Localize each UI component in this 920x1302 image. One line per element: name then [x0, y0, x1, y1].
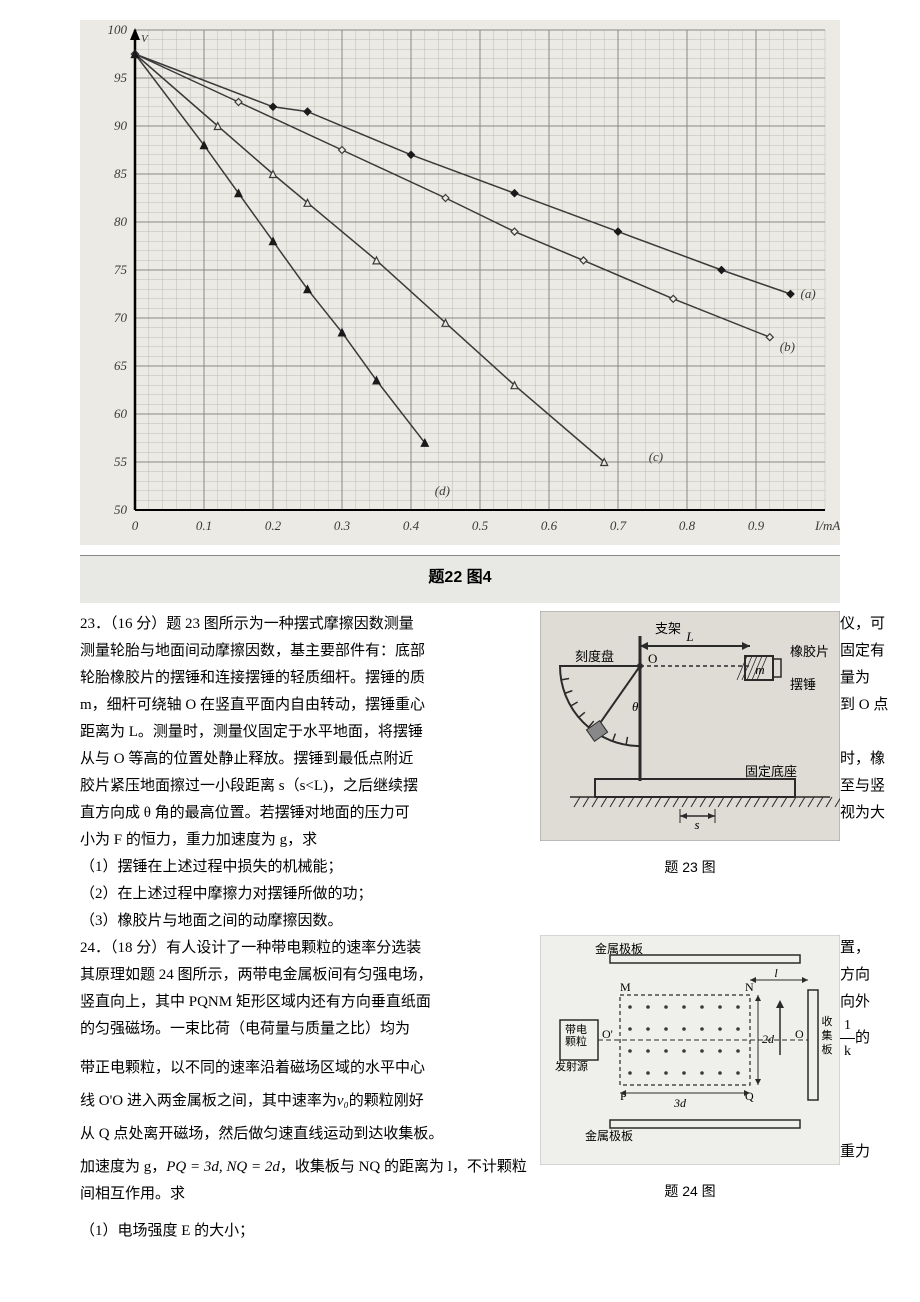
- q23-r1: 仪，可: [840, 611, 890, 638]
- q24-r4-suffix: 的: [855, 1030, 870, 1046]
- svg-text:板: 板: [822, 1042, 833, 1056]
- q24-figure-caption: 题 24 图: [540, 1179, 840, 1204]
- q24-eq: PQ = 3d, NQ = 2d: [166, 1159, 280, 1175]
- q24-frac-1k: 1 k: [840, 1013, 855, 1064]
- svg-text:100: 100: [108, 22, 128, 37]
- svg-text:0.4: 0.4: [403, 518, 420, 533]
- svg-text:(c): (c): [649, 449, 663, 464]
- svg-text:I/mA: I/mA: [814, 518, 840, 533]
- svg-text:L: L: [685, 629, 693, 644]
- svg-text:0.6: 0.6: [541, 518, 558, 533]
- svg-text:90: 90: [114, 118, 128, 133]
- q24-figure: 金属极板金属极板带电颗粒发射源收集板O'OMNPQl2d3d 题 24 图: [540, 935, 840, 1204]
- svg-text:M: M: [620, 980, 631, 994]
- svg-text:55: 55: [114, 454, 128, 469]
- svg-text:3d: 3d: [673, 1096, 687, 1110]
- svg-text:集: 集: [822, 1028, 833, 1042]
- chart22-container: 0 0.1 0.2 0.3 0.4 0.5 0.6 0.7 0.8 0.9 50 55 60 65 70 75…: [80, 20, 840, 603]
- q23-figure-svg: L Om θ s 支架刻度盘 橡胶片摆锤固定底座: [540, 611, 840, 841]
- svg-text:2d: 2d: [762, 1032, 775, 1046]
- svg-text:65: 65: [114, 358, 128, 373]
- svg-text:O': O': [602, 1027, 613, 1041]
- q24-frac-den: k: [840, 1039, 855, 1064]
- q24-l6b: 的颗粒刚好: [349, 1093, 424, 1109]
- svg-text:60: 60: [114, 406, 128, 421]
- q23-r6: 时，橡: [840, 746, 890, 773]
- q23-r2: 固定有: [840, 638, 890, 665]
- q23-figure-caption: 题 23 图: [540, 855, 840, 880]
- svg-text:(a): (a): [801, 286, 816, 301]
- svg-text:金属极板: 金属极板: [585, 1128, 633, 1143]
- q24-r4: 1 k 的: [840, 1013, 890, 1064]
- svg-text:金属极板: 金属极板: [595, 941, 643, 956]
- q23-block: LOmθs支架刻度盘橡胶片摆锤固定底座 题 23 图 仪，可 固定有 量为 到 …: [80, 611, 840, 935]
- svg-text:50: 50: [114, 502, 128, 517]
- svg-text:0: 0: [132, 518, 139, 533]
- svg-text:颗粒: 颗粒: [565, 1034, 587, 1048]
- svg-text:N: N: [745, 980, 754, 994]
- svg-text:摆锤: 摆锤: [790, 677, 816, 692]
- q24-v0: v₀: [337, 1093, 349, 1109]
- svg-text:(d): (d): [435, 483, 450, 498]
- svg-text:75: 75: [114, 262, 128, 277]
- svg-text:O: O: [648, 651, 657, 666]
- q24-r7: 重力: [840, 1139, 890, 1166]
- q23-r8: 视为大: [840, 800, 890, 827]
- q24-sub1: （1）电场强度 E 的大小；: [80, 1218, 840, 1245]
- svg-text:带电: 带电: [565, 1023, 587, 1036]
- svg-text:橡胶片: 橡胶片: [790, 644, 829, 659]
- chart22-caption: 题22 图4: [80, 555, 840, 603]
- q24-block: 金属极板金属极板带电颗粒发射源收集板O'OMNPQl2d3d 题 24 图 置，…: [80, 935, 840, 1245]
- svg-text:O: O: [795, 1027, 804, 1041]
- q23-sub3: （3）橡胶片与地面之间的动摩擦因数。: [80, 908, 840, 935]
- q24-l6a: 线 O'O 进入两金属板之间，其中速率为: [80, 1093, 337, 1109]
- svg-text:0.3: 0.3: [334, 518, 351, 533]
- svg-text:(b): (b): [780, 339, 795, 354]
- q24-figure-svg: 金属极板金属极板带电颗粒发射源收集板O'OMNPQl2d3d: [540, 935, 840, 1165]
- q24-l8a: 加速度为 g，: [80, 1159, 166, 1175]
- q24-r1: 置，: [840, 935, 890, 962]
- q23-r4: 到 O 点: [840, 692, 890, 719]
- svg-text:θ: θ: [632, 699, 639, 714]
- svg-text:0.2: 0.2: [265, 518, 282, 533]
- q23-sub2: （2）在上述过程中摩擦力对摆锤所做的功；: [80, 881, 840, 908]
- svg-text:收: 收: [822, 1014, 833, 1028]
- q23-r7: 至与竖: [840, 773, 890, 800]
- svg-text:m: m: [755, 662, 764, 677]
- svg-text:0.8: 0.8: [679, 518, 696, 533]
- svg-text:70: 70: [114, 310, 128, 325]
- q24-r3: 向外: [840, 989, 890, 1016]
- svg-text:0.5: 0.5: [472, 518, 489, 533]
- svg-text:s: s: [694, 817, 699, 832]
- svg-text:0.9: 0.9: [748, 518, 765, 533]
- svg-text:Q: Q: [745, 1089, 754, 1103]
- svg-text:支架: 支架: [655, 621, 681, 636]
- svg-text:刻度盘: 刻度盘: [575, 649, 614, 664]
- svg-text:85: 85: [114, 166, 128, 181]
- svg-text:80: 80: [114, 214, 128, 229]
- q24-frac-num: 1: [840, 1013, 855, 1039]
- q23-r3: 量为: [840, 665, 890, 692]
- svg-text:发射源: 发射源: [555, 1059, 588, 1073]
- svg-text:0.1: 0.1: [196, 518, 212, 533]
- svg-text:固定底座: 固定底座: [745, 764, 797, 779]
- q24-r2: 方向: [840, 962, 890, 989]
- svg-text:95: 95: [114, 70, 128, 85]
- chart22-svg: 0 0.1 0.2 0.3 0.4 0.5 0.6 0.7 0.8 0.9 50 55 60 65 70 75…: [80, 20, 840, 545]
- svg-text:0.7: 0.7: [610, 518, 627, 533]
- q23-figure: L Om θ s 支架刻度盘 橡胶片摆锤固定底座 题 23 图: [540, 611, 840, 880]
